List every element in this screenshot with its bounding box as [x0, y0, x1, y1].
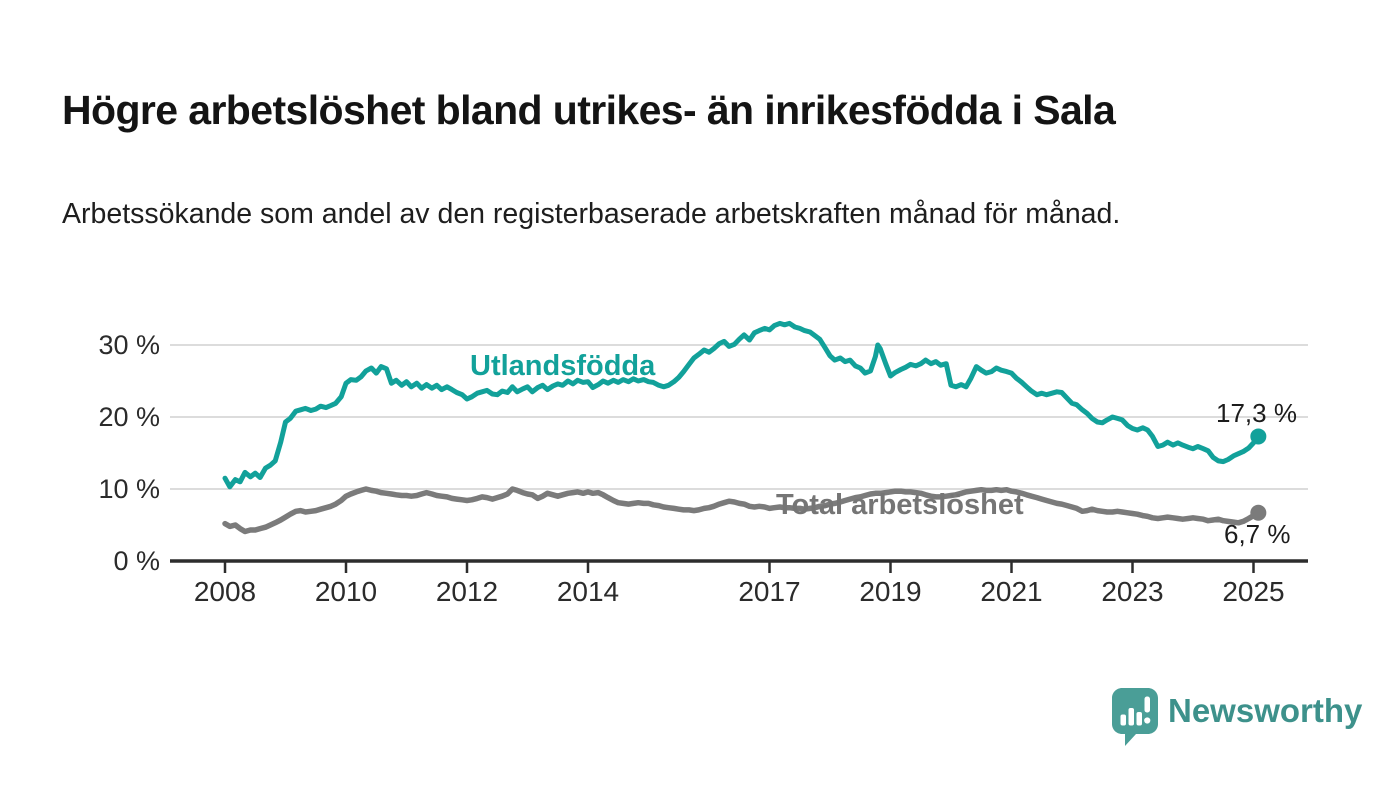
series-line-utlandsfodda	[222, 320, 1261, 490]
x-tick-label: 2010	[315, 576, 377, 607]
x-tick-label: 2014	[557, 576, 619, 607]
y-tick-label: 0 %	[113, 546, 160, 576]
series-label-utlandsfodda: Utlandsfödda	[470, 350, 656, 382]
newsworthy-logo: Newsworthy	[1112, 688, 1362, 748]
y-tick-label: 10 %	[98, 474, 160, 504]
page-title: Högre arbetslöshet bland utrikes- än inr…	[62, 87, 1116, 134]
series-line-total	[222, 486, 1262, 535]
end-value-label-utlandsfodda: 17,3 %	[1216, 398, 1297, 428]
x-tick-label: 2021	[980, 576, 1042, 607]
x-tick-label: 2019	[859, 576, 921, 607]
y-tick-label: 30 %	[98, 330, 160, 360]
series-end-dot-total	[1250, 504, 1267, 521]
x-tick-label: 2012	[436, 576, 498, 607]
y-tick-label: 20 %	[98, 402, 160, 432]
newsworthy-logo-text: Newsworthy	[1168, 692, 1363, 729]
x-tick-label: 2025	[1222, 576, 1284, 607]
end-value-label-total: 6,7 %	[1224, 519, 1291, 549]
x-tick-label: 2017	[738, 576, 800, 607]
series-label-total-arbetsloshet: Total arbetslöshet	[776, 489, 1024, 521]
bar-chart-speech-bubble-icon	[1112, 688, 1158, 746]
x-tick-label: 2008	[194, 576, 256, 607]
page-subtitle: Arbetssökande som andel av den registerb…	[62, 197, 1121, 230]
series-end-dot-utlandsfodda	[1250, 428, 1267, 445]
x-tick-label: 2023	[1101, 576, 1163, 607]
